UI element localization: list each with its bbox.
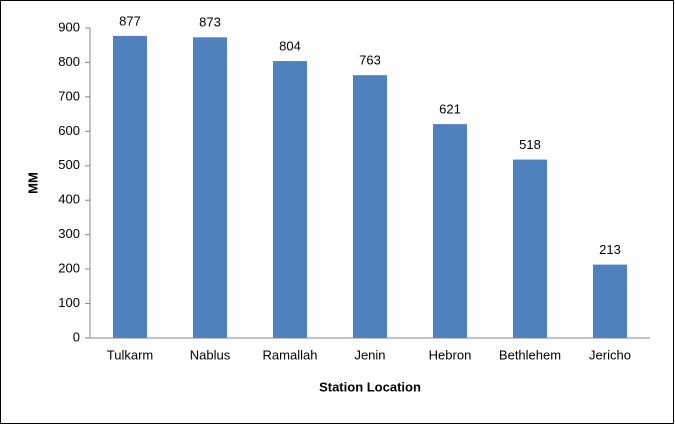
- data-label: 518: [519, 137, 541, 152]
- data-label: 621: [439, 102, 461, 117]
- y-tick-label: 500: [58, 157, 80, 172]
- y-tick-label: 200: [58, 261, 80, 276]
- data-label: 213: [599, 242, 621, 257]
- y-tick-label: 900: [58, 19, 80, 34]
- y-axis-label: MM: [25, 172, 40, 194]
- x-tick-label: Bethlehem: [499, 347, 561, 362]
- y-tick-label: 300: [58, 226, 80, 241]
- bar: [193, 37, 227, 339]
- x-tick-label: Ramallah: [263, 347, 318, 362]
- y-tick-label: 600: [58, 123, 80, 138]
- bar: [113, 35, 147, 339]
- data-label: 873: [199, 15, 221, 30]
- x-tick-label: Jenin: [354, 347, 385, 362]
- y-tick-label: 400: [58, 192, 80, 207]
- bar: [433, 124, 467, 338]
- data-label: 763: [359, 53, 381, 68]
- y-tick-label: 800: [58, 54, 80, 69]
- x-tick-label: Jericho: [589, 347, 631, 362]
- x-axis-label: Station Location: [319, 379, 421, 394]
- data-label: 804: [279, 39, 301, 54]
- x-tick-label: Tulkarm: [107, 347, 153, 362]
- y-tick-label: 0: [73, 329, 80, 344]
- bar: [273, 61, 307, 339]
- x-tick-label: Nablus: [190, 347, 231, 362]
- x-tick-label: Hebron: [429, 347, 472, 362]
- bar: [593, 264, 627, 338]
- bar: [513, 159, 547, 338]
- data-label: 877: [119, 13, 141, 28]
- y-tick-label: 100: [58, 295, 80, 310]
- y-tick-label: 700: [58, 88, 80, 103]
- bar: [353, 75, 387, 338]
